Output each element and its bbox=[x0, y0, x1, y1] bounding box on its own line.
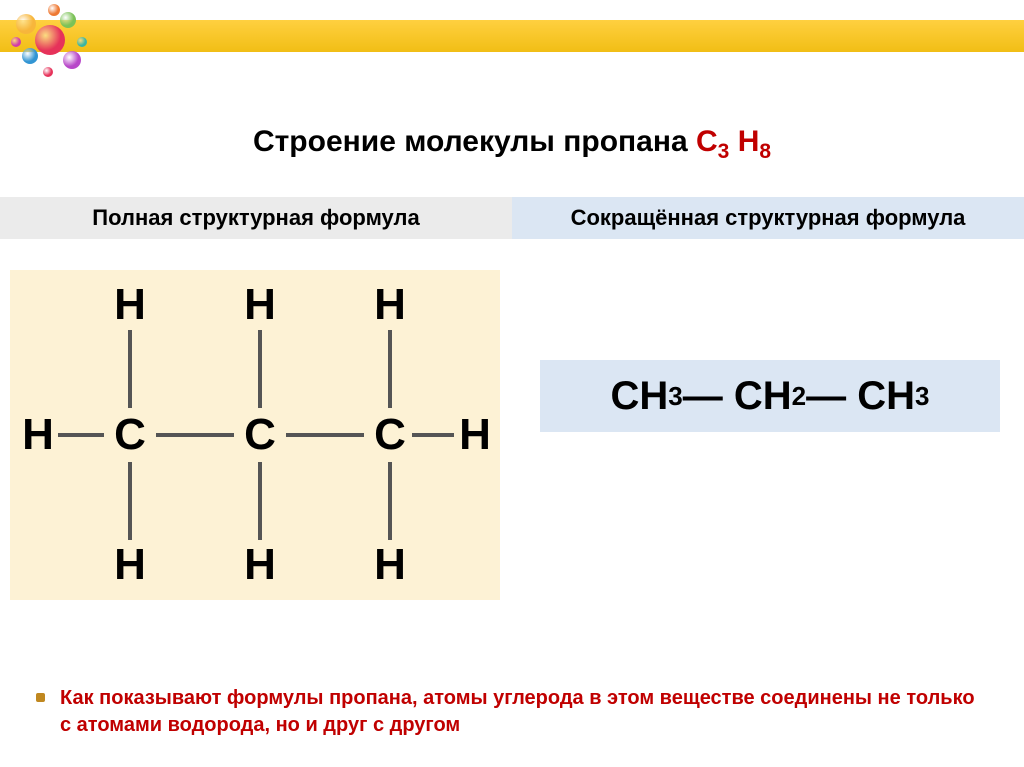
atom-label: H bbox=[110, 280, 150, 330]
molecule-dot bbox=[35, 25, 65, 55]
bond bbox=[128, 330, 132, 408]
subscript: 2 bbox=[792, 381, 806, 412]
molecule-dot bbox=[63, 51, 81, 69]
header-short-formula: Сокращённая структурная формула bbox=[512, 195, 1024, 241]
formula-table-header: Полная структурная формула Сокращённая с… bbox=[0, 195, 1024, 241]
atom-label: H bbox=[370, 280, 410, 330]
title-carbon-sub: 3 bbox=[718, 140, 730, 163]
atom-label: H bbox=[18, 410, 58, 460]
formula-part: CH bbox=[611, 374, 669, 419]
atom-label: C bbox=[110, 410, 150, 460]
atom-label: C bbox=[370, 410, 410, 460]
subscript: 3 bbox=[915, 381, 929, 412]
formula-part: — CH bbox=[806, 374, 915, 419]
subscript: 3 bbox=[668, 381, 682, 412]
header-full-formula: Полная структурная формула bbox=[0, 195, 512, 241]
molecule-dot bbox=[60, 12, 76, 28]
bond bbox=[286, 433, 364, 437]
molecule-dot bbox=[16, 14, 36, 34]
bullet-icon bbox=[36, 693, 45, 702]
bond bbox=[128, 462, 132, 540]
atom-label: H bbox=[240, 540, 280, 590]
short-formula: CH3 — CH2 — CH3 bbox=[540, 360, 1000, 432]
bond bbox=[258, 462, 262, 540]
formula-part: — CH bbox=[683, 374, 792, 419]
title-carbon: С bbox=[696, 125, 718, 158]
atom-label: H bbox=[110, 540, 150, 590]
molecule-dot bbox=[11, 37, 21, 47]
molecule-icon bbox=[8, 2, 96, 90]
bond bbox=[388, 330, 392, 408]
footnote-text: Как показывают формулы пропана, атомы уг… bbox=[60, 685, 984, 739]
title-hydrogen-sub: 8 bbox=[759, 140, 771, 163]
atom-label: C bbox=[240, 410, 280, 460]
full-formula-diagram: HHHHCCCHHHH bbox=[10, 270, 500, 600]
title-text: Строение молекулы пропана bbox=[253, 125, 696, 158]
header-accent-bar bbox=[0, 20, 1024, 52]
bond bbox=[388, 462, 392, 540]
atom-label: H bbox=[455, 410, 495, 460]
bond bbox=[412, 433, 454, 437]
title-space bbox=[729, 125, 737, 158]
page-title: Строение молекулы пропана С3 Н8 bbox=[0, 125, 1024, 164]
bond bbox=[156, 433, 234, 437]
bond bbox=[58, 433, 104, 437]
molecule-dot bbox=[77, 37, 87, 47]
molecule-dot bbox=[22, 48, 38, 64]
atom-label: H bbox=[370, 540, 410, 590]
atom-label: H bbox=[240, 280, 280, 330]
title-hydrogen: Н bbox=[738, 125, 760, 158]
molecule-dot bbox=[48, 4, 60, 16]
molecule-dot bbox=[43, 67, 53, 77]
bond bbox=[258, 330, 262, 408]
